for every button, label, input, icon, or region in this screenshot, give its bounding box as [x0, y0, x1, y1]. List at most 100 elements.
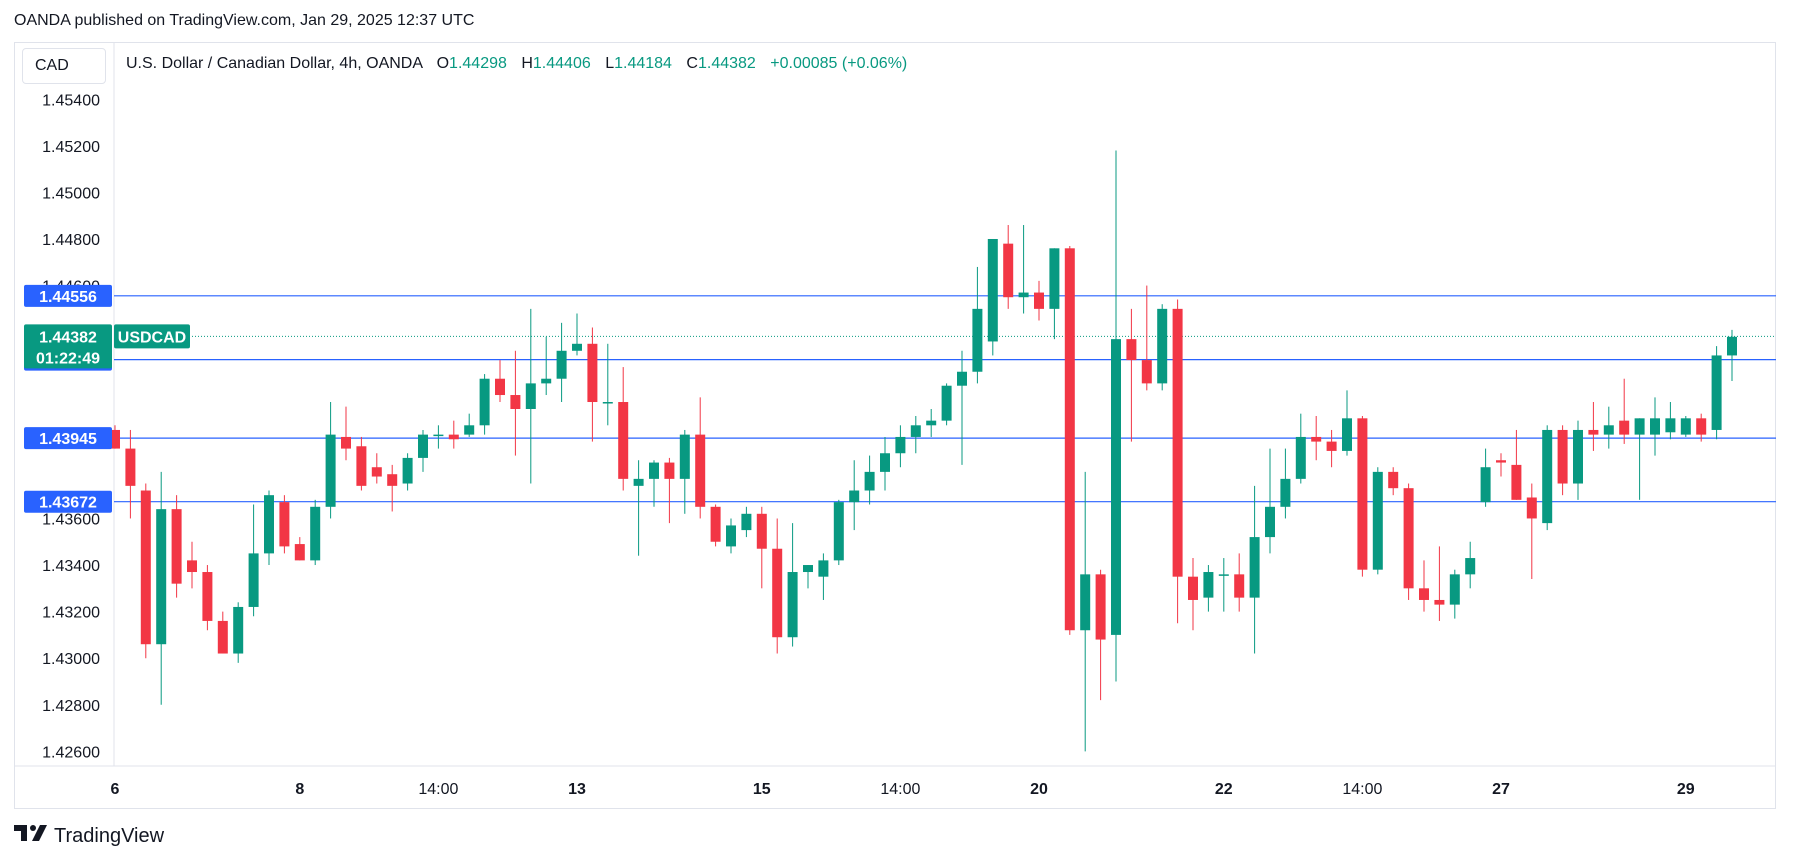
- candle: [1480, 448, 1491, 507]
- candle: [1403, 483, 1414, 600]
- candle: [325, 402, 336, 519]
- close-label: C: [686, 55, 698, 72]
- candle: [171, 495, 182, 598]
- candle: [1018, 225, 1029, 314]
- level-price-tag: [24, 427, 112, 450]
- candle: [448, 420, 459, 449]
- candle-body: [1034, 292, 1044, 309]
- candle-body: [1003, 243, 1014, 298]
- candle: [233, 602, 244, 663]
- candle: [418, 429, 428, 472]
- candle: [895, 425, 906, 468]
- candle: [972, 266, 983, 384]
- candle-body: [171, 509, 182, 584]
- candle: [341, 406, 351, 461]
- candle-body: [587, 343, 598, 403]
- currency-selector[interactable]: CAD: [22, 48, 106, 84]
- candles: [110, 150, 1737, 752]
- candle: [1326, 429, 1337, 468]
- level-price-tag-label: 1.43672: [39, 495, 97, 512]
- candle: [695, 397, 706, 519]
- candle-body: [1711, 355, 1722, 430]
- candle: [1034, 280, 1044, 321]
- candle-body: [1588, 429, 1599, 435]
- candle: [818, 553, 829, 600]
- candle: [541, 336, 552, 396]
- low-label: L: [605, 55, 615, 72]
- y-tick-label: 1.42600: [42, 744, 100, 761]
- candle: [633, 460, 644, 556]
- candle: [1465, 541, 1476, 589]
- candle: [279, 495, 290, 554]
- candle: [1665, 402, 1676, 440]
- footer-brand[interactable]: TradingView: [14, 823, 164, 849]
- y-tick-label: 1.43000: [42, 651, 100, 668]
- candle: [679, 429, 690, 514]
- candle-body: [294, 544, 305, 561]
- publisher-header: OANDA published on TradingView.com, Jan …: [14, 12, 475, 29]
- level-price-tag: [24, 284, 112, 307]
- candle-body: [1557, 429, 1568, 484]
- candle: [495, 360, 505, 403]
- high-value: 1.44406: [532, 55, 591, 72]
- candle-body: [264, 495, 274, 554]
- candle: [618, 367, 629, 491]
- x-tick-label: 14:00: [1342, 781, 1382, 798]
- candle: [1496, 453, 1506, 477]
- candle-body: [741, 513, 752, 531]
- candle-body: [849, 490, 860, 503]
- candle-body: [448, 434, 459, 440]
- candle: [787, 523, 798, 647]
- horizontal-levels: [114, 295, 1776, 503]
- tradingview-brand-text: TradingView: [54, 824, 165, 847]
- candle-body: [1218, 574, 1229, 576]
- candle: [1727, 329, 1737, 382]
- candle: [371, 453, 382, 484]
- candle-body: [1280, 478, 1291, 507]
- open-label: O: [436, 55, 450, 72]
- candle-body: [1326, 441, 1337, 451]
- candle-body: [1727, 336, 1737, 356]
- candle-body: [926, 420, 937, 426]
- candle-body: [1311, 436, 1322, 442]
- x-tick-label: 14:00: [880, 781, 920, 798]
- candle-body: [633, 478, 644, 486]
- candle-body: [402, 457, 413, 484]
- candle-body: [572, 343, 582, 351]
- symbol-legend: U.S. Dollar / Canadian Dollar, 4h, OANDA…: [126, 55, 907, 73]
- candle: [1172, 299, 1183, 624]
- x-axis-ticks: 6 8 14:00 13 15 14:00 20 22 14:00 27 29: [111, 781, 1695, 798]
- candle-body: [1619, 420, 1630, 435]
- candle-body: [895, 436, 906, 454]
- candle: [833, 499, 844, 566]
- candle: [664, 457, 675, 524]
- close-value: 1.44382: [697, 55, 756, 72]
- candle-body: [525, 383, 536, 409]
- y-tick-label: 1.42800: [42, 698, 100, 715]
- y-tick-label: 1.43600: [42, 511, 100, 528]
- candle: [387, 464, 398, 512]
- candle-body: [710, 506, 721, 542]
- candle-body: [371, 467, 382, 477]
- candlestick-chart[interactable]: 1.454001.452001.450001.448001.446001.436…: [0, 0, 1793, 810]
- candle: [1295, 413, 1306, 484]
- candle-body: [1249, 537, 1260, 598]
- candle-body: [803, 565, 813, 573]
- candle: [1203, 565, 1214, 612]
- candle: [1388, 467, 1399, 496]
- candle: [402, 453, 413, 491]
- candle-body: [1634, 418, 1645, 435]
- candle: [926, 409, 937, 437]
- candle: [140, 483, 151, 659]
- candle-body: [1126, 339, 1137, 361]
- candle-body: [1095, 574, 1106, 640]
- candle: [1650, 397, 1660, 456]
- candle: [941, 383, 952, 426]
- candle-body: [957, 371, 967, 386]
- y-tick-label: 1.43400: [42, 558, 100, 575]
- candle: [741, 506, 752, 538]
- candle: [217, 611, 228, 654]
- candle: [248, 504, 259, 617]
- candle-body: [479, 378, 490, 426]
- x-tick-label: 8: [295, 781, 304, 798]
